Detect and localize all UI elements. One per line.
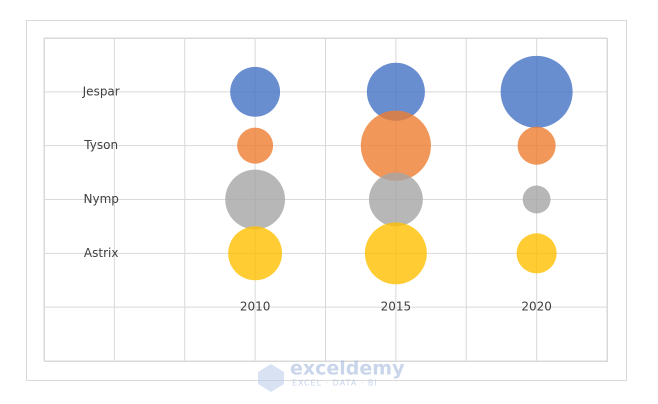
bubble bbox=[364, 222, 427, 285]
bubble bbox=[368, 172, 423, 227]
row-label: Jespar bbox=[82, 84, 120, 98]
row-label: Nymp bbox=[83, 192, 118, 206]
watermark-tagline: EXCEL · DATA · BI bbox=[292, 379, 378, 388]
category-label: 2015 bbox=[381, 300, 412, 314]
bubble bbox=[225, 169, 286, 230]
bubble bbox=[360, 110, 431, 181]
category-label: 2020 bbox=[521, 300, 552, 314]
bubble bbox=[237, 127, 274, 164]
bubble bbox=[522, 185, 551, 214]
row-label: Tyson bbox=[83, 138, 118, 152]
watermark: exceldemy EXCEL · DATA · BI bbox=[258, 358, 405, 392]
bubble bbox=[516, 233, 557, 274]
bubble bbox=[517, 126, 556, 165]
bubble bbox=[500, 55, 573, 128]
category-label: 2010 bbox=[240, 300, 271, 314]
watermark-name: exceldemy bbox=[290, 358, 405, 380]
row-label: Astrix bbox=[84, 246, 119, 260]
watermark-logo bbox=[258, 364, 284, 392]
bubble bbox=[230, 66, 281, 117]
bubble bbox=[366, 62, 425, 121]
bubble bbox=[228, 226, 283, 281]
